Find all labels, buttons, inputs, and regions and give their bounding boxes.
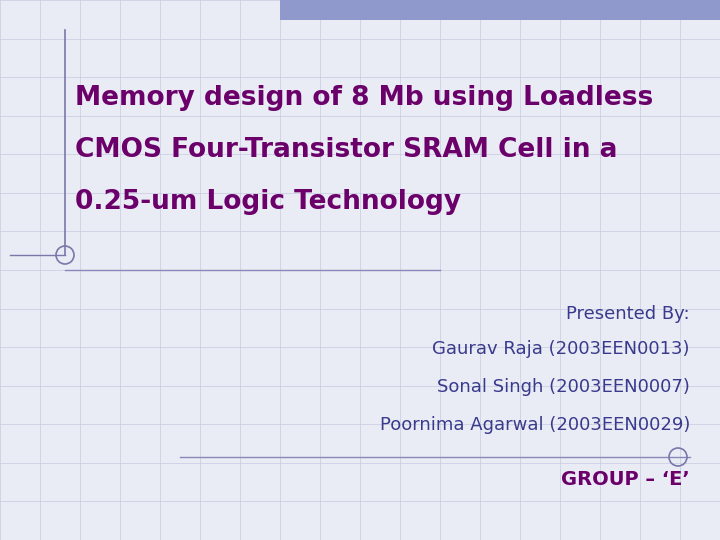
Text: 0.25-um Logic Technology: 0.25-um Logic Technology <box>75 189 461 215</box>
Text: Memory design of 8 Mb using Loadless: Memory design of 8 Mb using Loadless <box>75 85 653 111</box>
Text: Gaurav Raja (2003EEN0013): Gaurav Raja (2003EEN0013) <box>433 340 690 358</box>
Text: GROUP – ‘E’: GROUP – ‘E’ <box>562 470 690 489</box>
Text: CMOS Four-Transistor SRAM Cell in a: CMOS Four-Transistor SRAM Cell in a <box>75 137 618 163</box>
Text: Sonal Singh (2003EEN0007): Sonal Singh (2003EEN0007) <box>437 378 690 396</box>
Text: Presented By:: Presented By: <box>567 305 690 323</box>
Bar <box>280 0 720 20</box>
Text: Poornima Agarwal (2003EEN0029): Poornima Agarwal (2003EEN0029) <box>379 416 690 434</box>
